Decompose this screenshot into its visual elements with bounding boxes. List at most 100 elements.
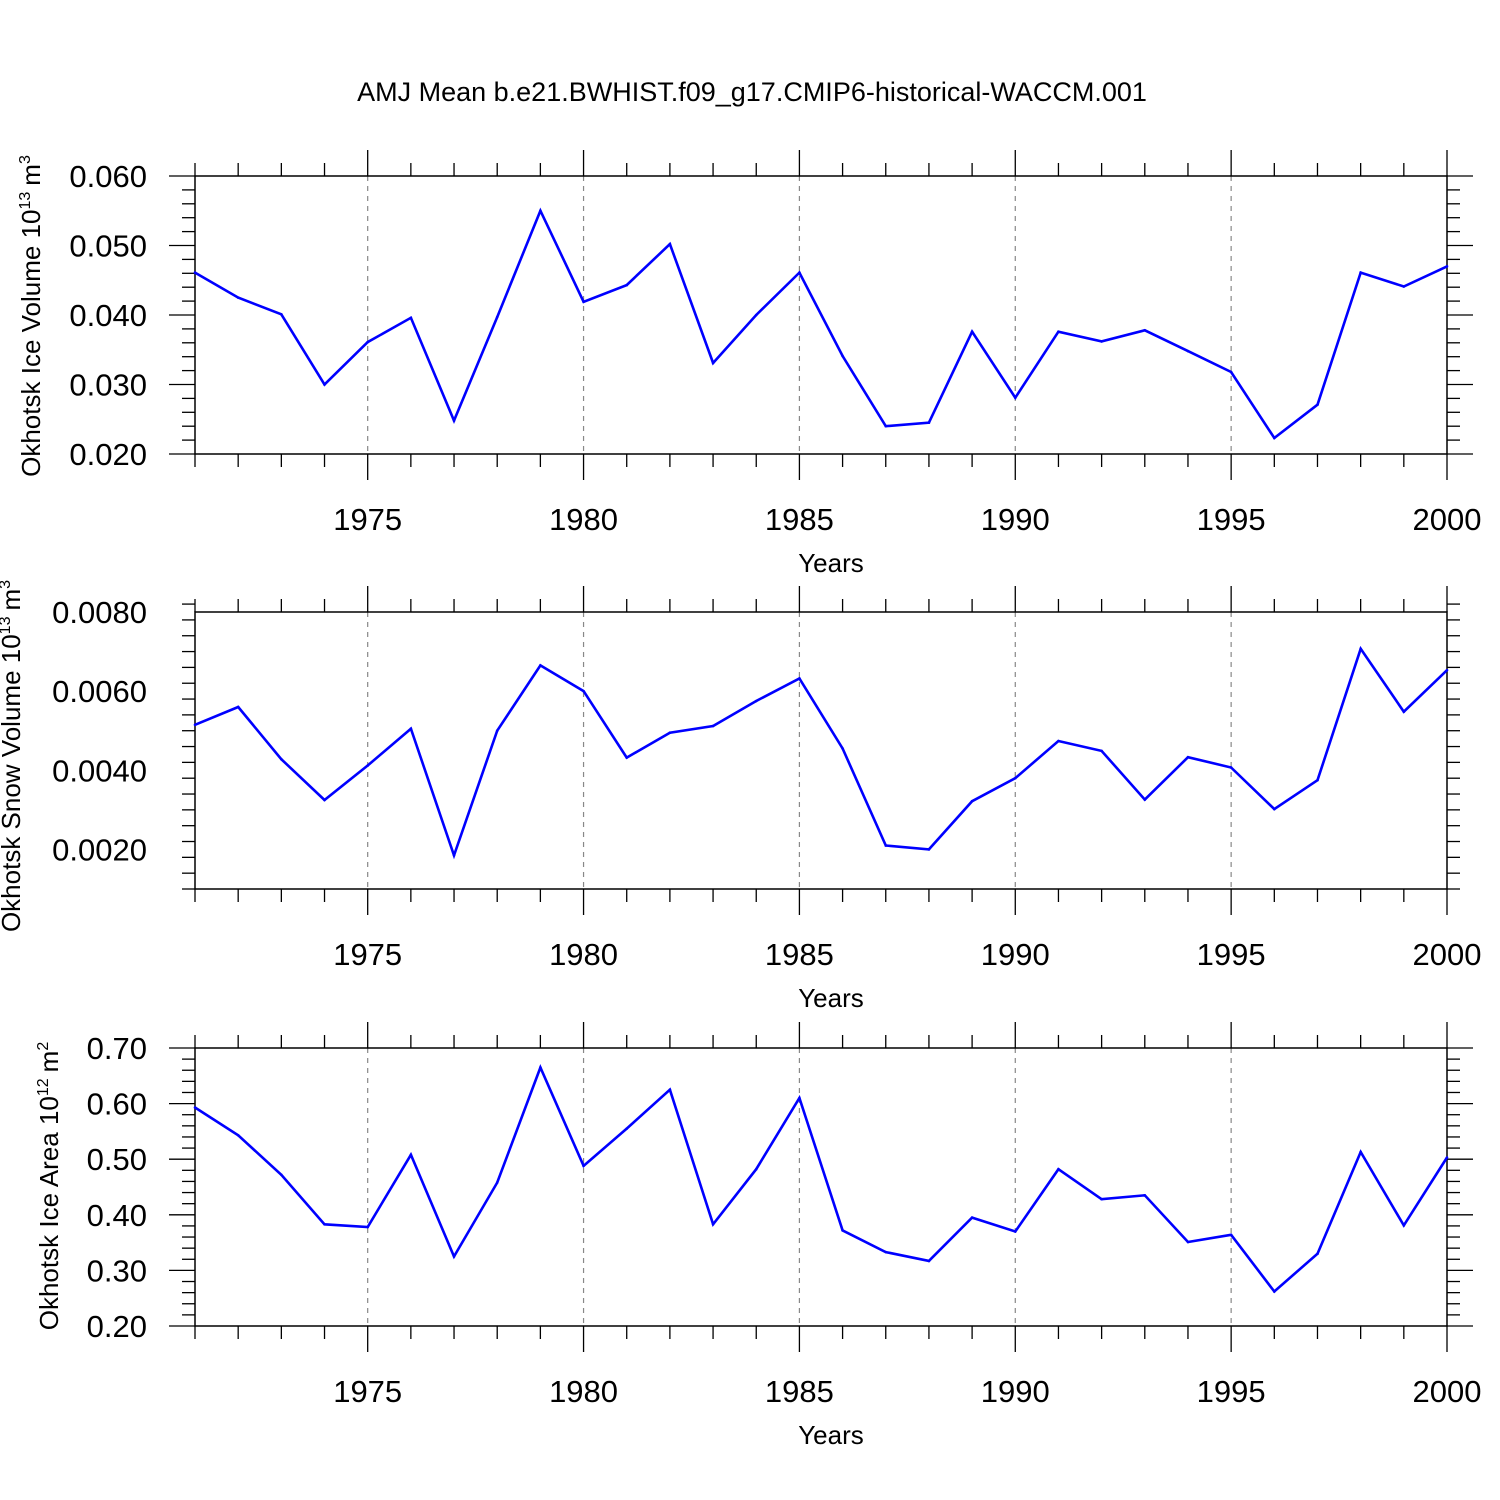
data-point: [452, 1255, 456, 1258]
data-point: [193, 723, 197, 727]
y-axis-label-exponent: 13: [17, 192, 34, 210]
data-point: [582, 1164, 585, 1168]
data-point: [927, 848, 931, 851]
data-point: [280, 1173, 283, 1177]
x-tick-label: 1980: [549, 937, 618, 972]
plot-frame: [194, 611, 1448, 890]
y-tick-label: 0.050: [69, 229, 147, 264]
y-tick-label: 0.40: [87, 1198, 147, 1233]
data-point: [1316, 1252, 1319, 1256]
y-axis-label-unit: m: [16, 164, 46, 186]
x-tick-label: 1980: [549, 1374, 618, 1409]
data-point: [1100, 340, 1103, 343]
data-point: [1013, 1230, 1017, 1233]
data-point: [1359, 647, 1362, 651]
x-tick-label: 1995: [1197, 937, 1266, 972]
data-point: [280, 757, 283, 761]
data-point: [236, 1133, 240, 1137]
x-tick-label: 2000: [1413, 1374, 1482, 1409]
data-point: [841, 354, 844, 358]
y-tick-label: 0.020: [69, 437, 147, 472]
x-tick-label: 1990: [981, 1374, 1050, 1409]
y-axis-label: Okhotsk Ice Volume 1013 m3: [16, 155, 46, 477]
y-tick-label: 0.060: [69, 159, 147, 194]
x-axis-label: Years: [798, 548, 864, 578]
x-tick-label: 1975: [333, 502, 402, 537]
data-point: [495, 315, 499, 319]
data-point: [711, 361, 715, 365]
y-tick-label: 0.60: [87, 1087, 147, 1122]
x-tick-label: 1990: [981, 502, 1050, 537]
plot-frame: [194, 1047, 1448, 1327]
data-point: [798, 677, 801, 680]
y-axis-label: Okhotsk Snow Volume 1013 m3: [0, 580, 26, 932]
data-point: [841, 747, 844, 750]
data-point: [582, 300, 585, 304]
data-point: [452, 419, 456, 422]
y-tick-label: 0.0060: [52, 674, 147, 709]
x-tick-label: 1980: [549, 502, 618, 537]
data-point: [711, 1222, 715, 1226]
data-point: [1273, 436, 1276, 440]
y-axis-label-unit-exponent: 2: [35, 1042, 52, 1051]
x-tick-label: 1985: [765, 937, 834, 972]
series-line: [194, 1064, 1449, 1294]
y-axis-label-exponent: 13: [0, 616, 14, 634]
y-axis-label-exponent: 12: [35, 1078, 52, 1096]
x-tick-label: 1990: [981, 937, 1050, 972]
data-point: [1143, 1194, 1147, 1197]
data-point: [754, 699, 758, 703]
data-point: [366, 1225, 369, 1229]
data-point: [1013, 396, 1017, 400]
data-point: [625, 756, 629, 759]
data-point: [1229, 1233, 1233, 1237]
data-point: [582, 689, 585, 693]
y-axis-label-unit: m: [34, 1051, 64, 1073]
data-point: [409, 316, 413, 320]
y-axis-label-main: Okhotsk Ice Area 10: [34, 1096, 64, 1330]
y-tick-label: 0.20: [87, 1309, 147, 1344]
data-point: [1013, 776, 1017, 780]
data-point: [1229, 766, 1233, 769]
x-tick-label: 1975: [333, 1374, 402, 1409]
chart-panel-1: 1975 1980 1985 1990 1995 2000 0.020 0.030 0.040 0…: [16, 150, 1481, 578]
data-point: [1359, 271, 1362, 274]
data-point: [539, 1066, 542, 1069]
data-point: [236, 705, 240, 709]
chart-panel-2: 1975 1980 1985 1990 1995 2000 0.0020 0.0040 0.00…: [0, 580, 1481, 1013]
data-point: [970, 1216, 974, 1219]
data-point: [1057, 1167, 1060, 1171]
data-point: [1186, 755, 1190, 759]
data-point: [1057, 739, 1060, 743]
data-point: [366, 764, 369, 767]
data-point: [1316, 403, 1319, 406]
x-axis-label: Years: [798, 983, 864, 1013]
x-tick-label: 1995: [1197, 502, 1266, 537]
data-point: [625, 283, 629, 287]
data-point: [711, 724, 715, 728]
y-tick-label: 0.0040: [52, 753, 147, 788]
y-tick-label: 0.30: [87, 1253, 147, 1288]
x-axis-label: Years: [798, 1420, 864, 1450]
data-point: [1359, 1150, 1362, 1154]
x-tick-label: 1985: [765, 1374, 834, 1409]
data-point: [1445, 265, 1449, 268]
chart-panels: 1975 1980 1985 1990 1995 2000 0.020 0.030 0.040 0…: [0, 150, 1481, 1450]
data-point: [366, 340, 369, 344]
data-point: [409, 1153, 413, 1157]
data-point: [754, 313, 758, 317]
data-point: [625, 1127, 629, 1130]
series-line: [194, 207, 1448, 440]
data-point: [1143, 798, 1147, 801]
series-line: [194, 645, 1448, 860]
data-point: [280, 313, 283, 316]
data-point: [841, 1229, 844, 1232]
data-point: [1402, 710, 1406, 714]
y-tick-label: 0.70: [87, 1031, 147, 1066]
data-point: [323, 383, 326, 386]
data-point: [1316, 778, 1319, 782]
data-point: [323, 798, 326, 802]
data-point: [754, 1167, 758, 1171]
data-point: [668, 1088, 672, 1091]
